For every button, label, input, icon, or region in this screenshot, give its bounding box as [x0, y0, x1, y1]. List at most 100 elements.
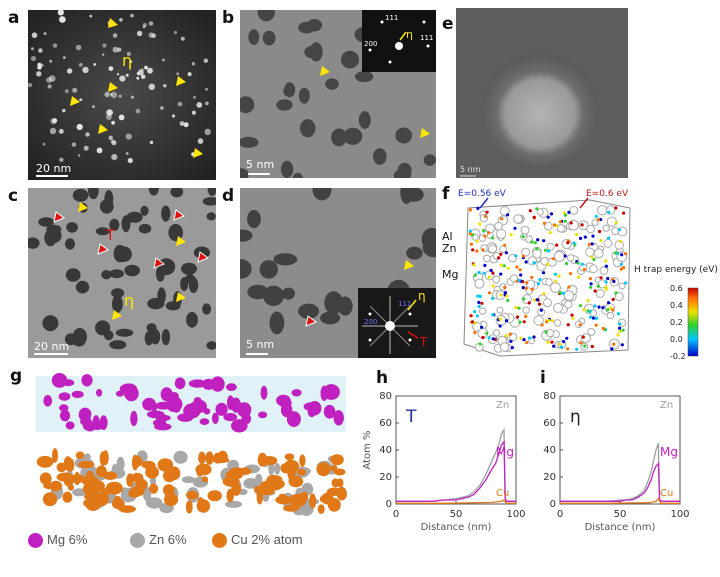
hydrogen-site [525, 341, 529, 345]
hydrogen-site [606, 308, 610, 312]
y-tick-label: 0 [550, 499, 556, 510]
inset-b-eta: η [406, 28, 413, 41]
y-tick-label: 80 [379, 391, 392, 402]
apt-cluster [146, 410, 165, 419]
precipitate-dot [85, 132, 90, 137]
precipitate-blob [400, 188, 413, 204]
precipitate-blob [161, 328, 171, 346]
precipitate-blob [144, 331, 154, 346]
hydrogen-site [563, 219, 567, 223]
al-atom [569, 205, 579, 215]
hydrogen-site [590, 255, 594, 259]
apt-cluster [81, 374, 93, 387]
apt-cluster [323, 404, 336, 419]
hydrogen-site [618, 326, 622, 330]
apt-cluster [145, 497, 163, 509]
apt-cluster [152, 419, 167, 427]
apt-cluster [291, 389, 302, 397]
precipitate-blob [138, 223, 152, 234]
apt-cluster [258, 411, 268, 419]
precipitate-dot [75, 44, 82, 51]
hydrogen-site [471, 233, 475, 237]
apt-cluster [199, 418, 210, 425]
hydrogen-site [482, 271, 486, 275]
precipitate-dot [116, 73, 120, 76]
precipitate-dot [205, 87, 208, 91]
apt-cluster [84, 421, 96, 432]
apt-cluster [39, 472, 52, 485]
hydrogen-site [601, 306, 605, 310]
apt-cluster [99, 415, 108, 430]
hydrogen-site [514, 305, 518, 309]
precipitate-blob [180, 277, 189, 292]
precipitate-blob [299, 119, 316, 138]
precipitate-blob [161, 205, 171, 222]
precipitate-dot [126, 51, 131, 56]
hydrogen-site [505, 294, 509, 298]
apt-cluster [203, 408, 211, 415]
precipitate-dot [191, 62, 196, 66]
apt-cluster [124, 385, 139, 402]
hydrogen-site [506, 213, 510, 217]
al-atom [599, 266, 609, 275]
phase-title: T [405, 407, 417, 427]
apt-cluster [223, 413, 238, 422]
hydrogen-site [552, 223, 556, 227]
precipitate-dot [197, 138, 204, 144]
precipitate-blob [124, 264, 140, 277]
precipitate-dot [58, 128, 64, 134]
hydrogen-site [522, 320, 526, 324]
hydrogen-site [498, 324, 502, 328]
hydrogen-site [468, 232, 472, 236]
apt-cluster [300, 491, 309, 501]
hydrogen-site [554, 279, 558, 284]
series-label-cu: Cu [496, 488, 509, 499]
hydrogen-site [621, 328, 625, 332]
hydrogen-site [483, 214, 488, 218]
precipitate-blob [281, 287, 295, 300]
apt-cluster [226, 383, 237, 391]
hydrogen-site [566, 241, 570, 245]
apt-cluster [186, 490, 199, 500]
x-tick-label: 100 [670, 509, 689, 520]
hydrogen-site [620, 343, 624, 347]
hydrogen-site [475, 239, 479, 243]
al-atom [614, 292, 624, 301]
apt-cluster [336, 486, 347, 501]
x-tick-label: 50 [450, 509, 463, 520]
hydrogen-site [480, 301, 484, 305]
precipitate-blob [112, 295, 123, 313]
apt-cluster [231, 482, 242, 496]
precipitate-dot [59, 16, 63, 19]
hydrogen-site [519, 336, 523, 340]
al-atom [537, 308, 546, 317]
micrograph-e-image: 5 nm [456, 8, 628, 178]
apt-cluster [71, 390, 84, 398]
al-atom [595, 289, 605, 298]
precipitate-blob [75, 280, 90, 294]
al-atom [587, 327, 596, 336]
precipitate-dot [106, 114, 112, 120]
al-atom [474, 278, 485, 289]
hydrogen-site [596, 284, 600, 288]
precipitate-dot [78, 63, 83, 67]
precipitate-dot [112, 46, 119, 53]
precipitate-dot [173, 30, 178, 35]
apt-cluster [196, 499, 211, 513]
diffraction-inset-b: η 111 200 111 [362, 10, 436, 72]
apt-cluster [62, 491, 73, 503]
precipitate-blob [298, 87, 310, 104]
apt-cluster [225, 500, 242, 508]
hydrogen-site [532, 298, 537, 302]
apt-cluster [80, 408, 92, 419]
precipitate-blob [207, 188, 216, 196]
precipitate-dot [163, 84, 167, 88]
precipitate-dot [204, 128, 211, 135]
hydrogen-site [562, 340, 566, 344]
hydrogen-site [558, 220, 563, 224]
apt-cluster [317, 504, 325, 514]
hydrogen-site [583, 235, 587, 239]
precipitate-dot [79, 98, 83, 102]
precipitate-blob [312, 188, 332, 201]
hydrogen-site [612, 279, 616, 284]
